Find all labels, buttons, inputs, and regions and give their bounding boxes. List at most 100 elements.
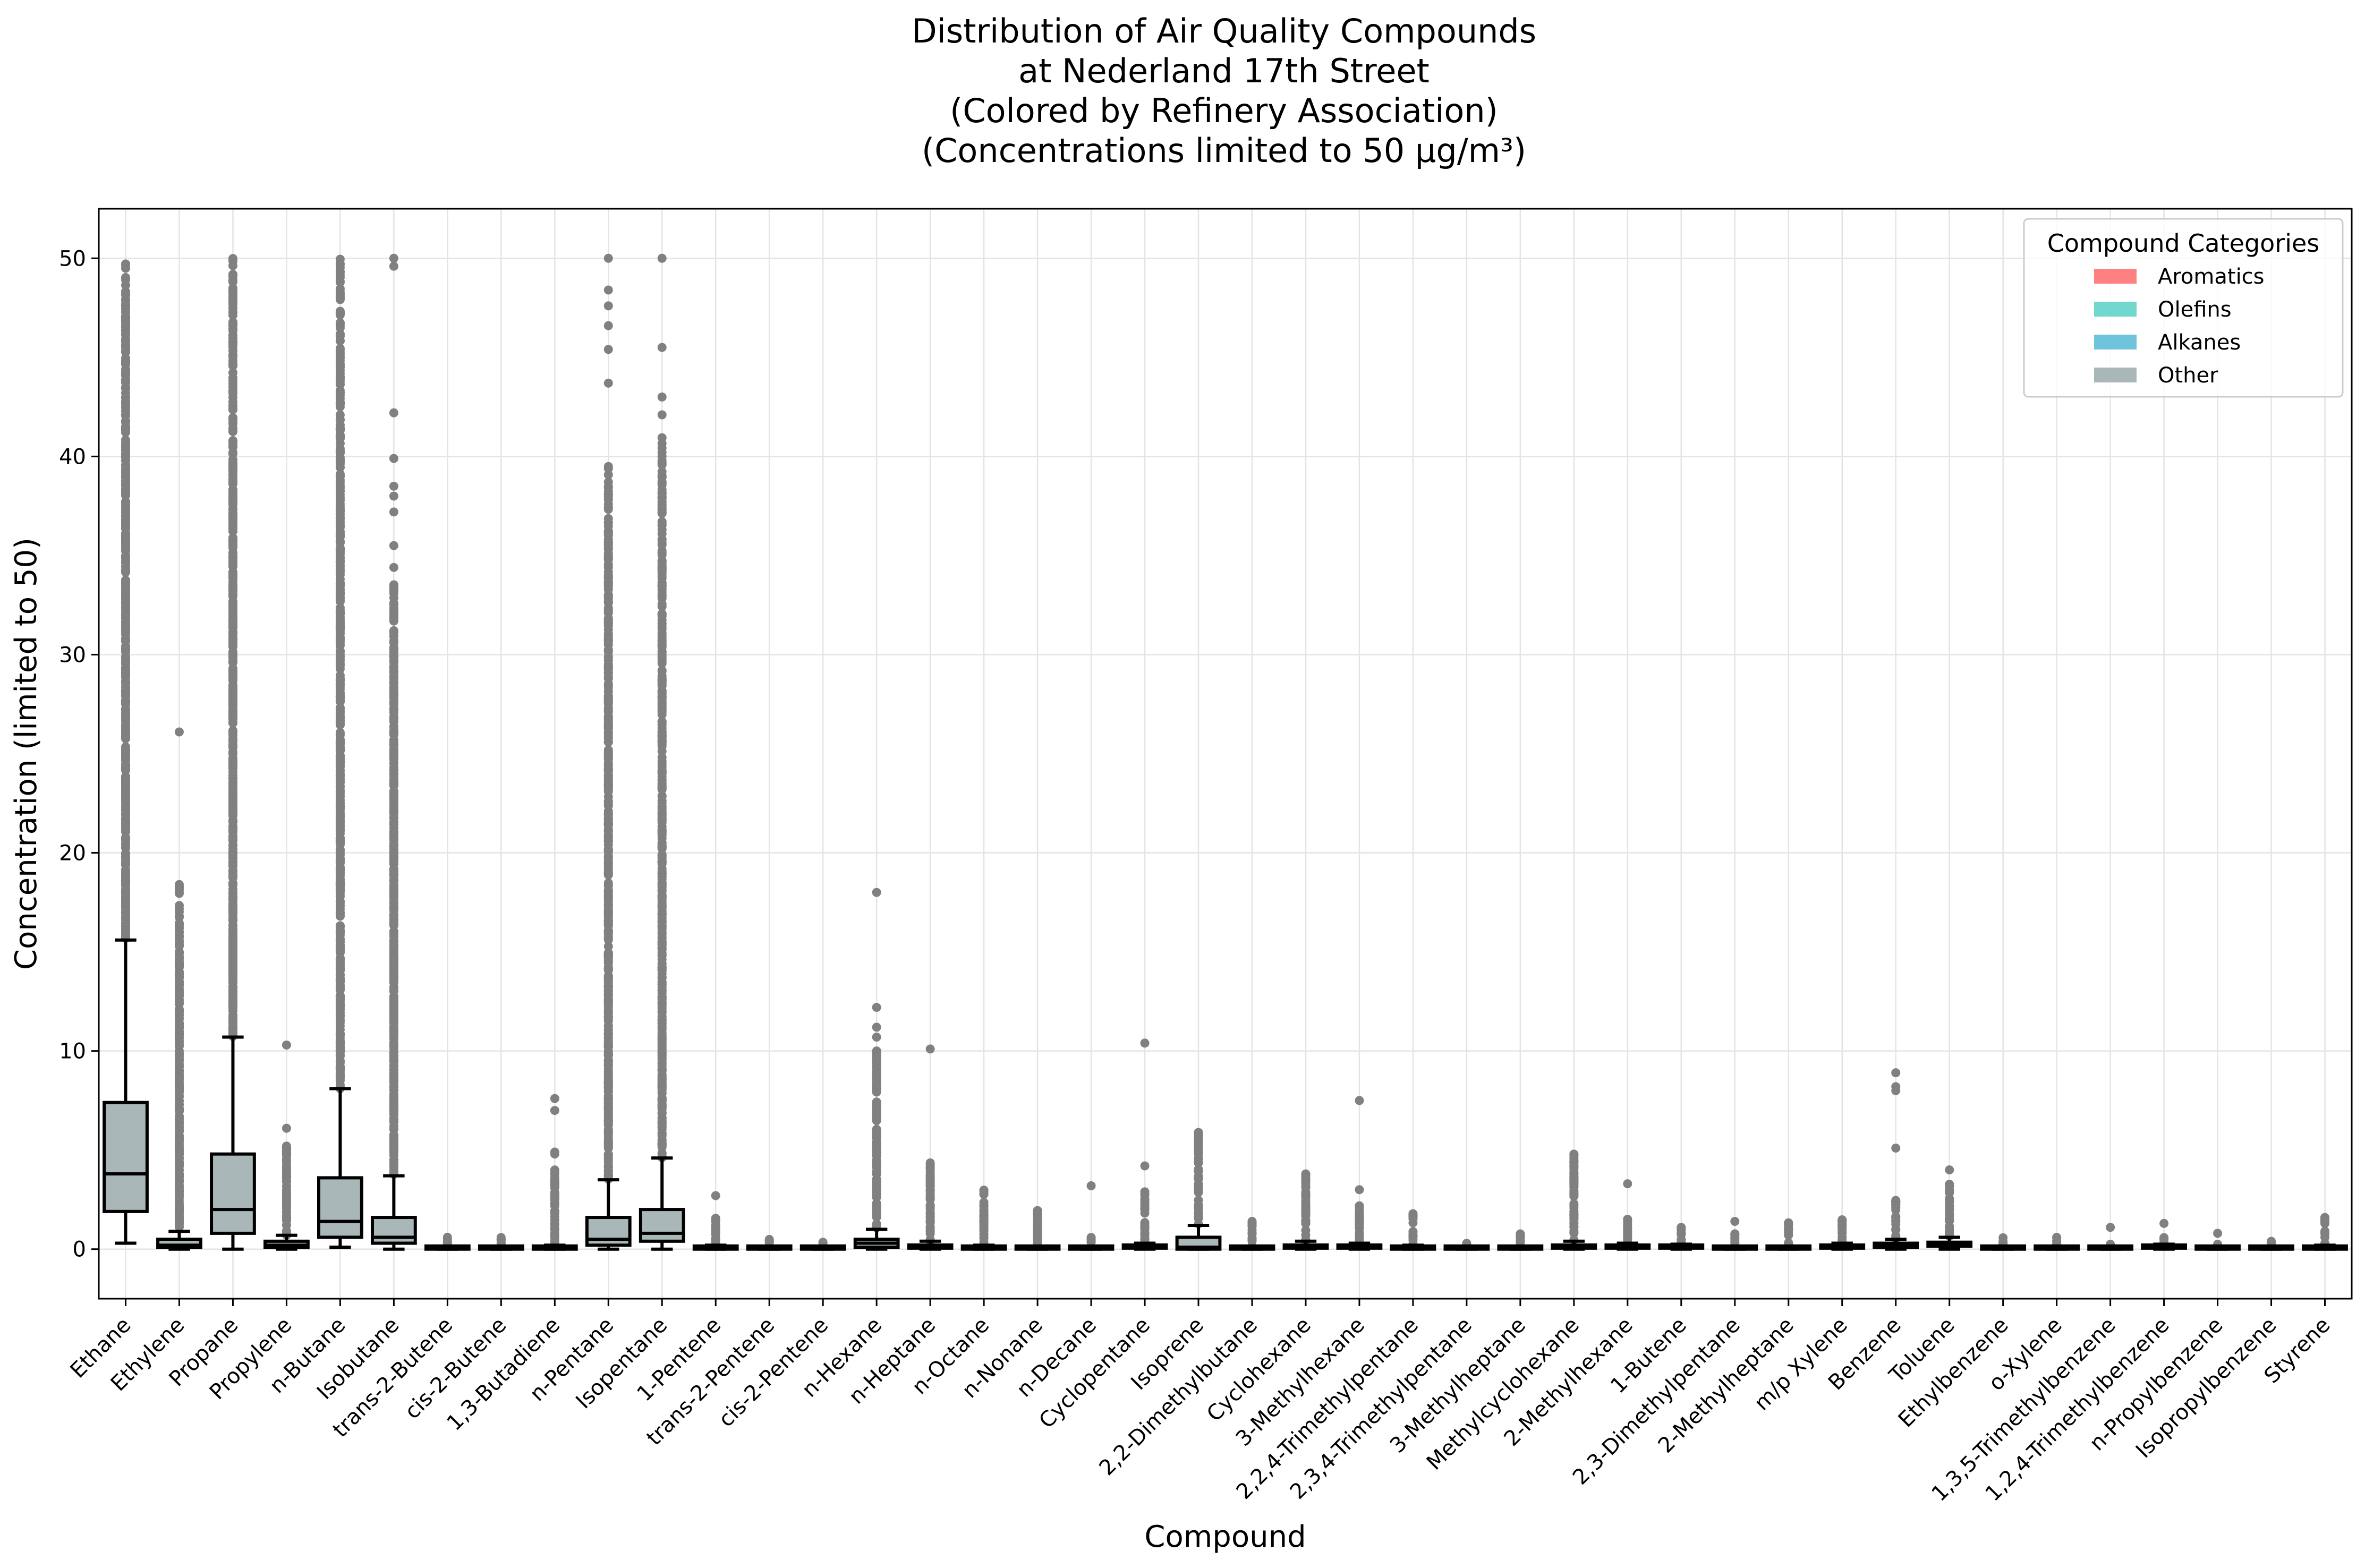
outlier-point [1945,1228,1954,1237]
outlier-point [389,983,398,992]
outlier-point [657,1108,667,1118]
outlier-point [657,901,667,910]
outlier-point [550,1223,559,1233]
legend-label: Olefins [2158,297,2232,322]
outlier-point [925,1187,935,1197]
outlier-point [121,275,130,285]
box-2-Methylhexane [1604,1179,1651,1251]
outlier-point [282,1172,291,1181]
outlier-point [603,1162,613,1172]
outlier-point [282,1187,291,1197]
outlier-point [1891,1068,1901,1078]
outlier-point [121,423,130,432]
outlier-point [657,780,667,789]
outlier-point [335,737,345,747]
outlier-point [174,1036,184,1046]
outlier-point [872,1162,881,1172]
outlier-point [603,728,613,737]
outlier-point [174,1200,184,1210]
outlier-point [657,467,667,476]
outlier-point [389,674,398,684]
outlier-point [550,1149,559,1159]
outlier-point [1033,1208,1042,1217]
y-tick-label: 0 [73,1238,86,1262]
chart-title: Distribution of Air Quality Compounds at… [912,12,1536,170]
outlier-point [389,926,398,936]
outlier-point [1945,1197,1954,1207]
outlier-point [1408,1226,1418,1236]
outlier-point [335,874,345,884]
outlier-point [121,796,130,805]
outlier-point [228,862,237,871]
outlier-point [603,517,613,527]
outlier-point [174,901,184,910]
outlier-point [603,1100,613,1110]
outlier-point [228,815,237,825]
outlier-point [603,964,613,974]
outlier-point [228,376,237,386]
outlier-point [657,558,667,567]
outlier-point [335,825,345,835]
outlier-point [657,1081,667,1090]
outlier-point [2213,1229,2223,1238]
outlier-point [603,1070,613,1079]
outlier-point [657,892,667,901]
outlier-point [1355,1203,1364,1213]
outlier-point [174,911,184,921]
box-1,3-Butadiene [531,1094,578,1251]
outlier-point [121,716,130,726]
outlier-point [657,1004,667,1013]
outlier-point [228,522,237,531]
outlier-point [228,299,237,308]
outlier-point [335,1034,345,1043]
outlier-point [603,774,613,783]
outlier-point [121,678,130,688]
outlier-point [1516,1232,1525,1242]
outlier-point [282,1194,291,1204]
box-1,2,4-Trimethylbenzene [2141,1218,2187,1251]
outlier-point [979,1210,989,1220]
outlier-point [872,1097,881,1107]
legend-swatch [2094,269,2137,284]
outlier-point [603,470,613,480]
outlier-point [121,546,130,556]
outlier-point [389,454,398,463]
outlier-point [335,431,345,440]
outlier-point [228,693,237,702]
outlier-point [657,599,667,609]
outlier-point [335,712,345,722]
outlier-point [389,593,398,602]
outlier-point [228,333,237,343]
outlier-point [1194,1157,1203,1167]
outlier-point [335,911,345,921]
outlier-point [335,463,345,472]
outlier-point [335,638,345,648]
box-Isoprene [1175,1128,1222,1251]
outlier-point [228,1027,237,1037]
y-tick-label: 50 [59,246,86,271]
outlier-point [1891,1197,1901,1206]
outlier-point [657,1121,667,1130]
outlier-point [1355,1224,1364,1233]
outlier-point [1569,1179,1579,1188]
chart-title-line-2: at Nederland 17th Street [1018,52,1430,90]
outlier-point [335,772,345,782]
outlier-point [603,1038,613,1047]
box-Ethylbenzene [1980,1233,2027,1251]
box-n-Heptane [907,1044,954,1251]
box-n-Hexane [853,888,900,1251]
box-n-Decane [1068,1181,1115,1251]
box-iqr [317,1176,363,1239]
outlier-point [925,1201,935,1211]
legend-title: Compound Categories [2047,229,2320,258]
outlier-point [282,1163,291,1172]
box-Cyclopentane [1121,1038,1168,1251]
box-1,3,5-Trimethylbenzene [2087,1223,2133,1251]
outlier-point [335,259,345,268]
box-2-Methylheptane [1765,1218,1812,1251]
outlier-point [121,664,130,674]
outlier-point [174,1056,184,1066]
outlier-point [228,591,237,601]
outlier-point [121,928,130,938]
outlier-point [228,968,237,978]
